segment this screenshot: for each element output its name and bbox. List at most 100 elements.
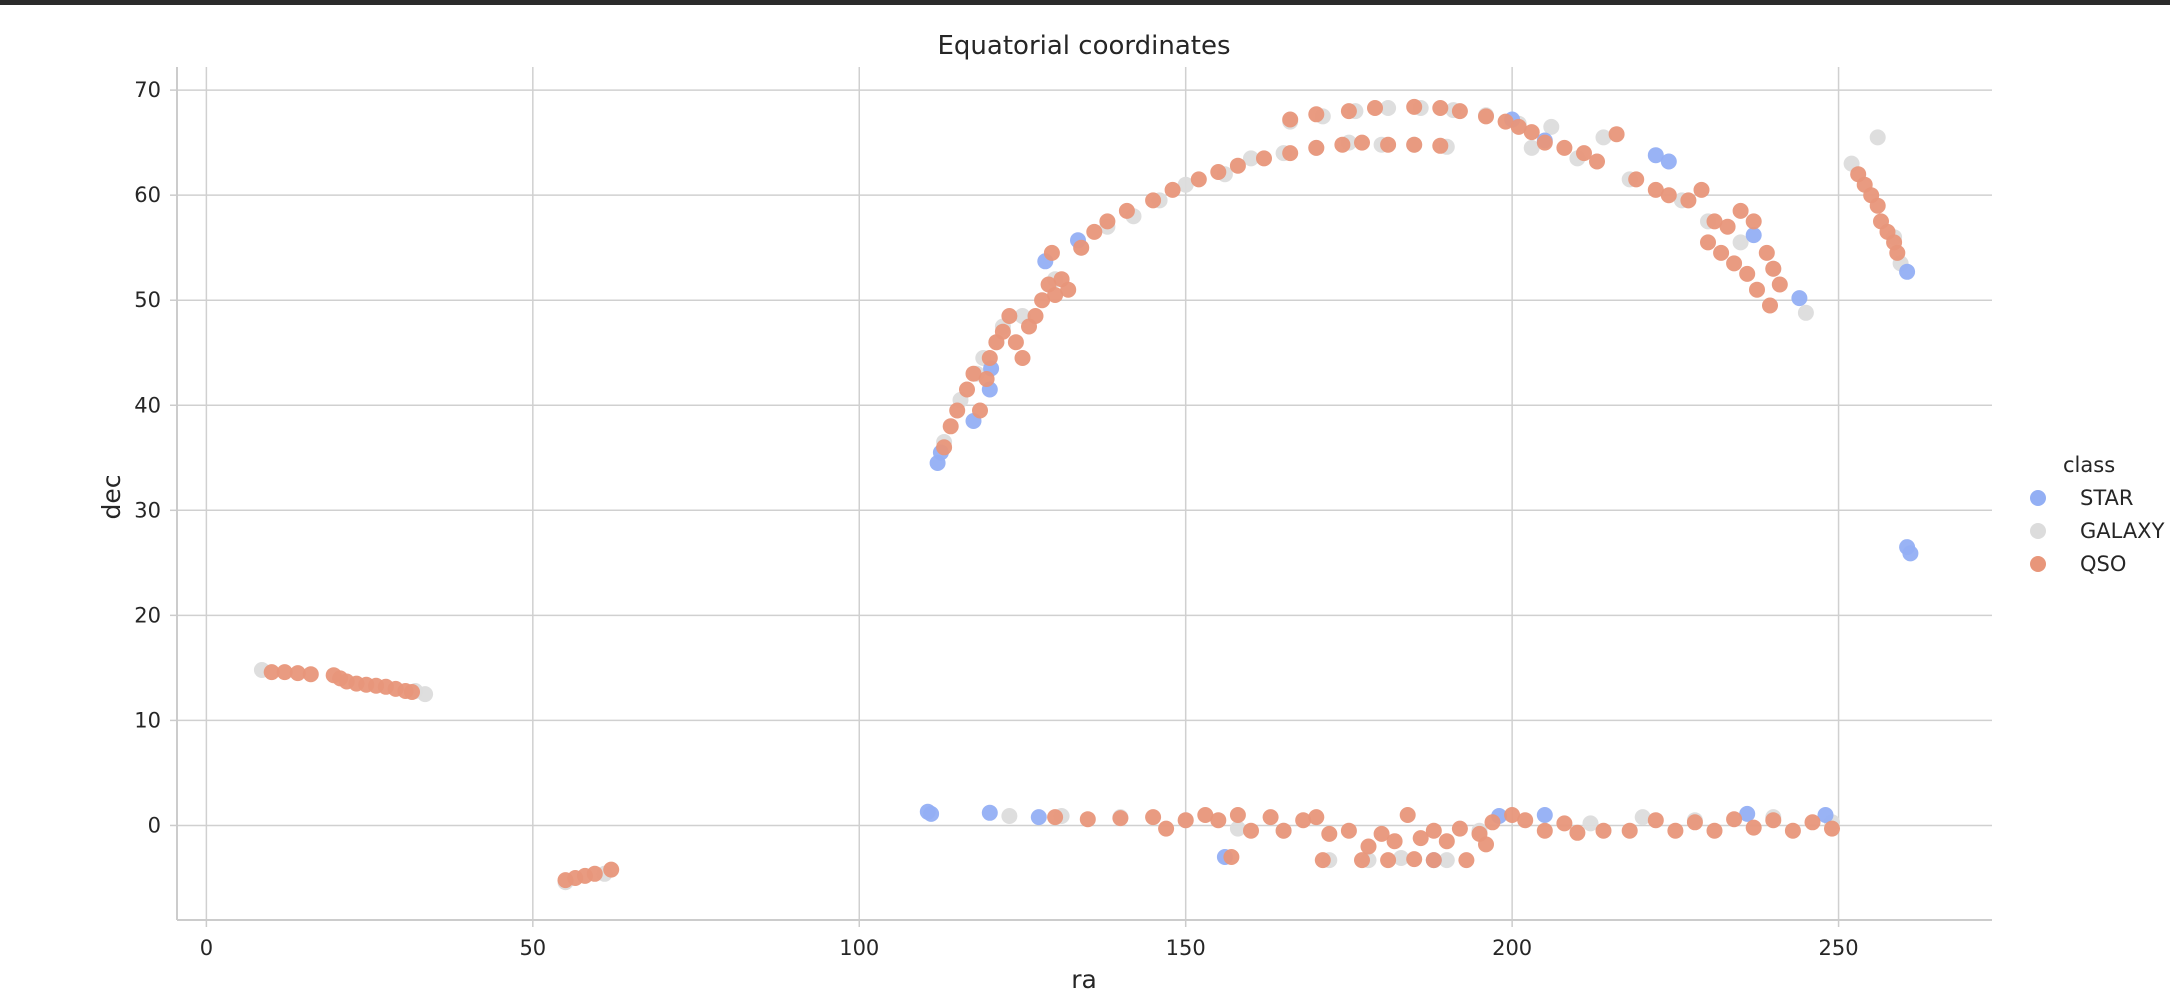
data-point-qso xyxy=(1556,815,1573,832)
legend: class STAR GALAXY QSO xyxy=(2030,453,2165,576)
data-point-qso xyxy=(1034,292,1051,309)
data-point-galaxy xyxy=(1869,129,1886,146)
data-point-qso xyxy=(1158,820,1175,837)
data-point-qso xyxy=(1412,830,1429,847)
data-point-qso xyxy=(1432,100,1449,116)
data-point-qso xyxy=(1262,809,1279,826)
data-point-qso xyxy=(1118,202,1135,219)
data-point-galaxy xyxy=(1634,809,1651,826)
data-point-qso xyxy=(1889,244,1906,261)
data-point-qso xyxy=(1425,822,1442,839)
data-point-qso xyxy=(1099,213,1116,230)
data-point-qso xyxy=(1700,234,1716,251)
data-point-qso xyxy=(1438,833,1455,850)
data-point-qso xyxy=(1295,812,1312,829)
data-point-qso xyxy=(1406,98,1423,115)
data-point-qso xyxy=(1589,153,1605,170)
data-point-galaxy xyxy=(1732,234,1749,251)
data-point-star xyxy=(1791,290,1808,307)
data-point-star xyxy=(1030,809,1047,826)
legend-marker-star xyxy=(2030,490,2046,506)
legend-marker-galaxy xyxy=(2030,523,2046,539)
data-point-qso xyxy=(1308,809,1325,826)
data-point-qso xyxy=(1693,181,1710,198)
legend-marker-qso xyxy=(2030,556,2046,572)
data-point-qso xyxy=(1686,814,1703,831)
data-point-qso xyxy=(1595,822,1612,839)
legend-label-galaxy: GALAXY xyxy=(2080,519,2165,543)
y-tick-label: 10 xyxy=(134,708,161,732)
x-axis-title: ra xyxy=(1071,965,1097,994)
data-point-qso xyxy=(1569,824,1586,841)
data-point-qso xyxy=(1177,812,1194,829)
data-point-qso xyxy=(276,664,293,681)
data-point-galaxy xyxy=(1177,176,1194,193)
data-point-qso xyxy=(1406,851,1423,868)
data-point-qso xyxy=(1667,822,1684,839)
data-point-qso xyxy=(1027,308,1044,324)
data-point-galaxy xyxy=(1523,139,1540,156)
data-point-qso xyxy=(994,323,1011,340)
data-point-qso xyxy=(1321,825,1338,842)
data-point-qso xyxy=(1014,350,1031,366)
data-point-galaxy xyxy=(1001,808,1018,824)
data-point-qso xyxy=(1510,118,1527,135)
data-point-qso xyxy=(1145,809,1162,826)
data-point-qso xyxy=(1869,197,1886,214)
data-point-qso xyxy=(1451,103,1468,120)
data-point-qso xyxy=(978,371,995,387)
data-point-qso xyxy=(1824,820,1840,837)
data-point-qso xyxy=(1628,171,1645,188)
data-point-galaxy xyxy=(1380,100,1397,116)
data-point-qso xyxy=(1771,276,1788,293)
data-point-qso xyxy=(1504,807,1521,823)
data-point-qso xyxy=(942,418,959,435)
data-point-qso xyxy=(1354,852,1370,869)
data-point-qso xyxy=(1478,108,1494,125)
x-tick-label: 250 xyxy=(1819,936,1859,960)
data-point-qso xyxy=(1765,260,1782,277)
data-point-galaxy xyxy=(1438,852,1455,869)
data-point-qso xyxy=(1112,810,1129,827)
data-point-star xyxy=(1745,227,1762,244)
data-point-galaxy xyxy=(1393,850,1410,866)
legend-label-qso: QSO xyxy=(2080,552,2126,576)
data-point-qso xyxy=(1713,244,1730,261)
data-point-qso xyxy=(1164,181,1181,198)
data-point-qso xyxy=(1719,218,1736,235)
data-point-star xyxy=(1899,263,1916,280)
data-point-qso xyxy=(1484,814,1501,831)
x-tick-label: 200 xyxy=(1492,936,1532,960)
y-tick-label: 0 xyxy=(148,813,161,837)
data-point-galaxy xyxy=(1229,820,1246,837)
data-point-qso xyxy=(1047,287,1064,303)
data-point-qso xyxy=(1458,852,1475,869)
y-tick-label: 70 xyxy=(134,78,161,102)
data-point-qso xyxy=(586,865,603,882)
data-point-qso xyxy=(1047,809,1064,826)
data-point-qso xyxy=(1784,822,1801,839)
data-point-qso xyxy=(1275,822,1292,839)
data-point-qso xyxy=(1621,822,1638,839)
data-point-qso xyxy=(1079,811,1096,828)
y-tick-label: 40 xyxy=(134,393,161,417)
data-point-qso xyxy=(1243,822,1259,839)
x-tick-label: 0 xyxy=(200,936,213,960)
data-point-qso xyxy=(1197,807,1214,823)
data-point-qso xyxy=(959,381,975,398)
data-point-qso xyxy=(1340,822,1357,839)
legend-label-star: STAR xyxy=(2080,486,2133,510)
data-point-qso xyxy=(263,664,280,681)
data-point-qso xyxy=(1478,836,1494,853)
data-point-star xyxy=(1660,153,1677,170)
data-point-qso xyxy=(1190,171,1207,188)
data-point-qso xyxy=(1354,134,1370,151)
data-point-qso xyxy=(1380,136,1397,153)
data-point-qso xyxy=(1726,811,1743,828)
y-tick-label: 20 xyxy=(134,603,161,627)
data-point-qso xyxy=(1210,812,1227,829)
data-point-qso xyxy=(404,684,420,700)
data-point-qso xyxy=(1732,202,1749,219)
data-point-qso xyxy=(1660,187,1677,204)
data-point-qso xyxy=(1001,308,1018,324)
